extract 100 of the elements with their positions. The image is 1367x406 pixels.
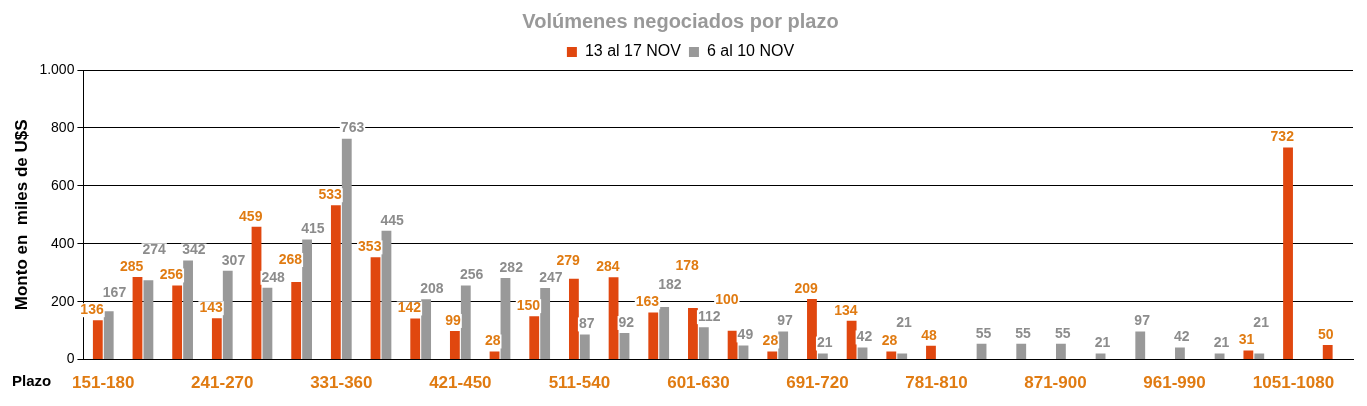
- bar: [183, 260, 193, 360]
- bar: [500, 277, 511, 360]
- data-label: 21: [896, 314, 913, 331]
- bar: [330, 205, 341, 360]
- bar: [172, 285, 183, 360]
- data-label: 28: [762, 332, 779, 349]
- data-label: 55: [1015, 324, 1032, 341]
- x-tick-label: 331-360: [310, 373, 373, 393]
- data-label: 353: [358, 238, 382, 255]
- bar: [897, 353, 908, 360]
- bar: [619, 332, 630, 360]
- x-tick-label: 871-900: [1024, 373, 1087, 393]
- data-label: 50: [1318, 325, 1334, 342]
- data-label: 307: [221, 251, 246, 268]
- bar: [489, 351, 500, 360]
- data-label: 459: [239, 207, 263, 224]
- bar: [846, 320, 857, 360]
- data-label: 97: [1134, 312, 1151, 329]
- x-tick-label: 961-990: [1143, 373, 1206, 393]
- y-tick-label: 0: [66, 350, 75, 367]
- bar: [540, 288, 551, 360]
- data-label: 87: [578, 315, 595, 332]
- bar: [1283, 147, 1293, 360]
- y-tick-label: 600: [51, 176, 75, 193]
- bar: [926, 345, 936, 360]
- data-label: 209: [794, 279, 819, 296]
- data-label: 112: [697, 308, 721, 325]
- bar: [579, 334, 590, 360]
- data-label: 256: [159, 266, 184, 283]
- bar: [1135, 331, 1146, 360]
- data-label: 445: [380, 211, 405, 228]
- data-label: 182: [658, 275, 682, 292]
- data-label: 415: [301, 220, 325, 237]
- bar: [727, 330, 738, 360]
- data-label: 100: [715, 291, 739, 308]
- bar: [222, 270, 233, 360]
- bar: [688, 308, 698, 360]
- data-label: 134: [834, 301, 858, 318]
- bar: [1055, 343, 1066, 360]
- x-tick-label: 151-180: [72, 373, 135, 393]
- bar: [341, 138, 352, 360]
- data-label: 42: [856, 328, 873, 345]
- bar: [529, 316, 540, 360]
- bar: [143, 280, 154, 360]
- bar: [92, 320, 103, 360]
- y-axis-title: Monto en miles de U$S: [11, 119, 31, 311]
- bar: [381, 230, 392, 360]
- bar: [1243, 350, 1254, 360]
- bar: [1322, 345, 1333, 360]
- bar: [291, 281, 302, 360]
- x-tick-label: 511-540: [548, 373, 611, 393]
- data-label: 256: [459, 266, 484, 283]
- data-label: 285: [120, 257, 144, 274]
- x-tick-label: 691-720: [786, 373, 849, 393]
- bar: [767, 351, 778, 360]
- y-tick-label: 1.000: [39, 60, 75, 77]
- data-label: 55: [1054, 324, 1071, 341]
- data-label: 342: [182, 241, 206, 258]
- x-tick-label: 241-270: [191, 373, 254, 393]
- data-label: 732: [1270, 128, 1295, 145]
- bar: [857, 347, 868, 360]
- data-label: 55: [975, 324, 992, 341]
- data-label: 136: [80, 301, 104, 318]
- data-label: 92: [618, 313, 635, 330]
- x-axis-title: Plazo: [12, 371, 52, 389]
- data-label: 48: [921, 326, 938, 343]
- bar: [659, 306, 670, 360]
- y-tick-label: 800: [51, 118, 75, 135]
- bar: [211, 318, 222, 360]
- data-label: 533: [318, 186, 342, 203]
- bar: [1214, 353, 1225, 360]
- bar: [410, 318, 421, 360]
- x-tick-label: 601-630: [667, 373, 730, 393]
- bar: [698, 327, 709, 360]
- bar: [460, 285, 471, 360]
- bar: [1016, 343, 1027, 360]
- data-label: 247: [539, 268, 563, 285]
- data-label: 167: [102, 284, 127, 301]
- data-label: 28: [484, 332, 501, 349]
- data-label: 208: [420, 280, 444, 297]
- data-label: 279: [556, 251, 581, 268]
- legend-label: 13 al 17 NOV: [584, 42, 682, 60]
- bar: [807, 299, 817, 360]
- bar: [302, 239, 313, 360]
- bar: [1175, 347, 1185, 360]
- chart-title: Volúmenes negociados por plazo: [522, 9, 839, 32]
- data-label: 248: [261, 268, 286, 285]
- bar: [1254, 353, 1265, 360]
- data-label: 42: [1174, 328, 1190, 345]
- data-label: 763: [340, 119, 365, 136]
- bar: [886, 351, 897, 360]
- bar: [251, 226, 262, 360]
- data-label: 21: [816, 334, 833, 351]
- bar: [608, 277, 619, 360]
- data-label: 21: [1094, 334, 1111, 351]
- data-label: 99: [445, 311, 461, 328]
- data-label: 284: [596, 258, 620, 275]
- x-tick-label: 1051-1080: [1252, 373, 1335, 393]
- data-label: 282: [499, 258, 524, 275]
- data-label: 274: [142, 241, 167, 258]
